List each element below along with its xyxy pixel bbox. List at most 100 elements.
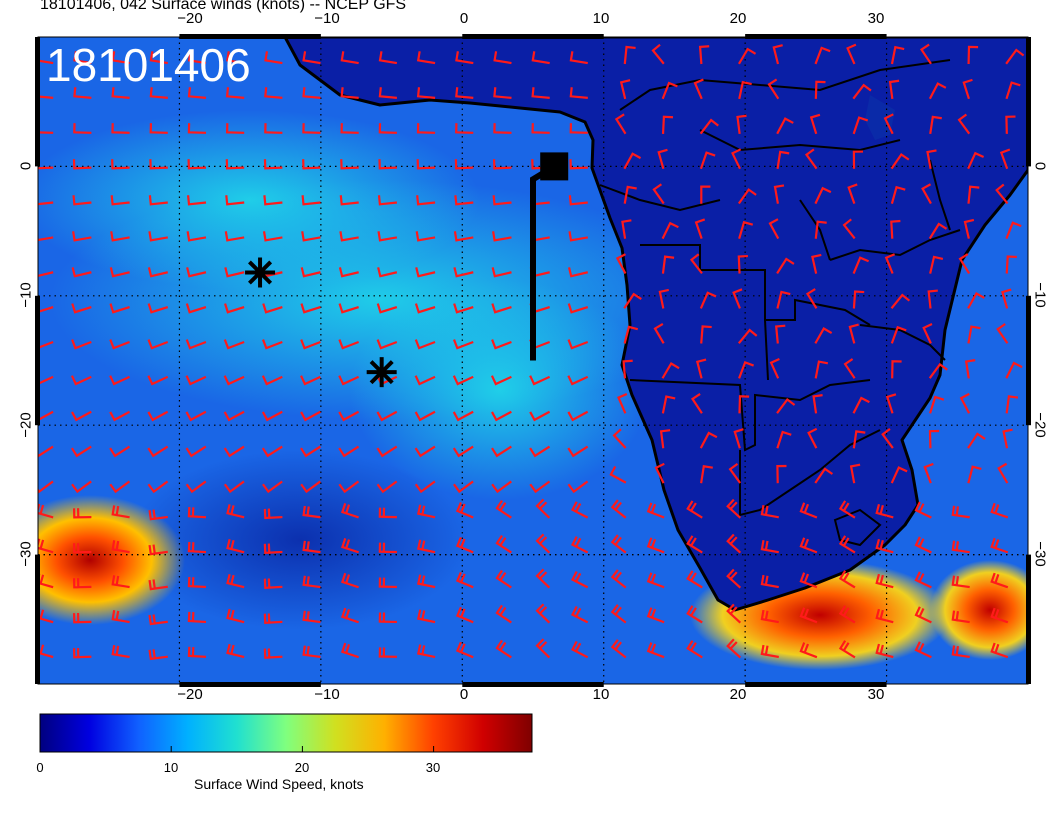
wind-barb	[737, 328, 758, 344]
wind-barb	[967, 465, 982, 484]
wind-barb	[148, 195, 168, 206]
wind-barb	[491, 480, 512, 494]
wind-barb	[491, 303, 512, 314]
wind-barb	[341, 538, 359, 554]
wind-barb	[571, 501, 589, 519]
wind-barb	[567, 480, 589, 494]
frame-tick-bar	[1026, 295, 1031, 426]
wind-barb	[72, 647, 92, 659]
wind-barb	[848, 323, 859, 344]
asterisk-icon	[245, 257, 276, 288]
x-tick-bottom-6: 30	[867, 686, 885, 703]
wind-barb	[531, 123, 550, 134]
wind-barb	[187, 576, 207, 589]
wind-barb	[378, 647, 397, 658]
wind-barb	[187, 123, 207, 134]
wind-barb	[454, 195, 474, 206]
wind-barb	[262, 303, 283, 314]
wind-barb	[416, 195, 436, 206]
x-tick-top-2: −10	[314, 10, 340, 27]
wind-barb	[495, 499, 512, 519]
wind-barb	[1005, 255, 1017, 274]
frame-tick-bar	[462, 682, 604, 687]
wind-barb	[529, 480, 551, 494]
wind-barb	[416, 87, 436, 99]
wind-barb	[148, 509, 168, 521]
wind-barb	[73, 123, 92, 134]
wind-barb	[71, 267, 92, 278]
wind-barb	[416, 51, 436, 65]
wind-barb	[700, 465, 713, 484]
wind-barb	[951, 505, 970, 519]
wind-barb	[416, 123, 436, 134]
wind-barb	[492, 195, 512, 206]
wind-barb	[686, 640, 703, 659]
wind-barb	[699, 118, 719, 135]
trade-wind-band-north	[38, 110, 480, 290]
wind-barb	[378, 612, 397, 624]
colorbar-tick-30: 30	[425, 760, 441, 775]
wind-barb	[110, 195, 130, 206]
wind-barb	[737, 47, 757, 65]
x-tick-bottom-5: 20	[729, 686, 747, 703]
wind-barb	[378, 51, 398, 65]
wind-barb	[875, 573, 894, 589]
wind-barb	[661, 115, 674, 134]
wind-barb	[224, 303, 245, 314]
wind-barb	[929, 395, 945, 414]
wind-barb	[225, 195, 245, 206]
wind-barb	[225, 87, 245, 99]
wind-barb	[111, 123, 130, 134]
wind-barb	[491, 445, 512, 458]
wind-barb	[990, 537, 1009, 554]
wind-barb	[416, 159, 436, 170]
wind-barb	[38, 236, 54, 242]
wind-barb	[225, 123, 245, 134]
wind-barb	[376, 339, 398, 350]
wind-barb	[416, 539, 436, 554]
wind-barb	[964, 359, 976, 379]
frame-tick-bar	[1026, 554, 1031, 684]
wind-barb	[698, 45, 710, 65]
wind-barb	[929, 255, 944, 274]
wind-barb	[814, 326, 833, 344]
africa-landmass	[283, 37, 1028, 612]
wind-barb	[814, 46, 831, 65]
wind-barb	[301, 231, 321, 242]
wind-barb	[569, 123, 588, 134]
frame-tick-bar	[35, 295, 40, 426]
wind-barb	[646, 642, 665, 659]
wind-barb	[70, 375, 92, 386]
wind-barb	[300, 339, 321, 350]
wind-barb	[567, 375, 589, 386]
wind-barb	[302, 540, 321, 554]
wind-barb	[261, 445, 283, 458]
wind-barb	[569, 51, 588, 65]
wind-barb	[726, 568, 742, 589]
wind-barb	[928, 82, 947, 100]
colorbar-tick-marks	[39, 746, 435, 752]
wind-barb	[738, 360, 755, 379]
wind-barb	[490, 375, 512, 386]
wind-barb	[1005, 395, 1019, 414]
wind-barb	[700, 325, 712, 344]
wind-barb	[888, 79, 900, 100]
x-tick-bottom-2: −10	[314, 686, 340, 703]
y-tick-right-2: −10	[1031, 282, 1049, 308]
wind-barb	[261, 375, 283, 386]
wind-barb	[967, 432, 986, 449]
wind-barb	[838, 570, 856, 589]
wind-barb	[148, 544, 168, 556]
wind-barb	[148, 579, 168, 591]
wind-barb	[378, 123, 397, 134]
markers	[245, 152, 569, 388]
wind-barb	[338, 410, 360, 422]
wind-barb	[71, 480, 92, 494]
wind-barb	[686, 570, 703, 589]
wind-barb	[776, 117, 794, 135]
wind-barb	[378, 542, 397, 554]
wind-barb	[302, 159, 321, 170]
wind-barb	[455, 87, 474, 99]
wind-barb	[261, 410, 283, 422]
wind-barb	[226, 538, 245, 554]
